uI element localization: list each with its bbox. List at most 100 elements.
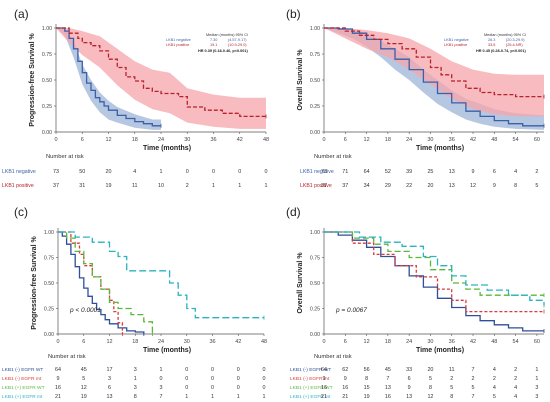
x-tick-label: 0 bbox=[322, 137, 325, 143]
risk-row-label: LKB1 (-) EGFR mt bbox=[2, 376, 42, 382]
risk-count: 22 bbox=[406, 183, 412, 189]
x-tick-label: 54 bbox=[513, 339, 519, 345]
risk-count: 1 bbox=[134, 376, 137, 382]
risk-count: 45 bbox=[81, 367, 87, 373]
y-tick-label: 0.00 bbox=[44, 332, 54, 338]
stats-row-ci: (25.4-NR) bbox=[506, 43, 523, 47]
x-tick-label: 30 bbox=[184, 339, 190, 345]
x-tick-label: 48 bbox=[263, 137, 269, 143]
risk-count: 20 bbox=[427, 183, 433, 189]
risk-count: 9 bbox=[344, 376, 347, 382]
x-tick-label: 6 bbox=[344, 137, 347, 143]
km-curve-g4 bbox=[324, 231, 545, 306]
risk-count: 9 bbox=[323, 376, 326, 382]
y-tick-label: 0.75 bbox=[310, 52, 320, 58]
risk-count: 0 bbox=[238, 169, 241, 175]
risk-count: 6 bbox=[408, 376, 411, 382]
risk-row-label: LKB1 (+) EGFR WT bbox=[2, 385, 45, 391]
y-tick-label: 0.75 bbox=[42, 52, 52, 58]
risk-count: 21 bbox=[321, 394, 327, 400]
y-tick-label: 1.00 bbox=[44, 230, 54, 236]
risk-count: 5 bbox=[450, 385, 453, 391]
stats-row-label: LKB1 positive bbox=[166, 43, 189, 47]
risk-count: 17 bbox=[107, 367, 113, 373]
risk-count: 16 bbox=[55, 385, 61, 391]
risk-count: 13 bbox=[107, 394, 113, 400]
risk-count: 0 bbox=[160, 376, 163, 382]
stats-row-median: 19.1 bbox=[210, 43, 217, 47]
risk-count: 1 bbox=[265, 183, 268, 189]
y-axis-title: Progression-free Survival % bbox=[29, 33, 36, 127]
risk-row-label: LKB1 positive bbox=[2, 183, 34, 189]
x-tick-label: 60 bbox=[534, 339, 540, 345]
y-tick-label: 0.00 bbox=[42, 130, 52, 136]
risk-count: 25 bbox=[427, 169, 433, 175]
x-tick-label: 30 bbox=[427, 339, 433, 345]
risk-count: 19 bbox=[364, 394, 370, 400]
risk-count: 12 bbox=[81, 385, 87, 391]
risk-count: 5 bbox=[82, 376, 85, 382]
x-tick-label: 30 bbox=[184, 137, 190, 143]
x-tick-label: 12 bbox=[106, 339, 112, 345]
y-tick-label: 0.50 bbox=[42, 78, 52, 84]
x-tick-label: 42 bbox=[237, 137, 243, 143]
risk-count: 1 bbox=[211, 394, 214, 400]
risk-count: 7 bbox=[160, 394, 163, 400]
risk-count: 1 bbox=[185, 394, 188, 400]
stats-header: Median (months) 95% CI bbox=[206, 33, 248, 37]
risk-count: 0 bbox=[185, 376, 188, 382]
risk-count: 5 bbox=[535, 183, 538, 189]
y-axis-title: Progression-free Survival % bbox=[31, 236, 38, 330]
km-curve-g3 bbox=[324, 231, 544, 296]
risk-count: 3 bbox=[160, 385, 163, 391]
y-tick-label: 1.00 bbox=[42, 26, 52, 32]
y-tick-label: 0.00 bbox=[310, 130, 320, 136]
ci-band-pos bbox=[56, 28, 266, 129]
y-axis-title: Overall Survival % bbox=[297, 252, 304, 314]
risk-count: 1 bbox=[263, 394, 266, 400]
risk-count: 12 bbox=[427, 394, 433, 400]
risk-row-label: LKB1 (-) EGFR mt bbox=[290, 376, 330, 382]
risk-count: 39 bbox=[406, 169, 412, 175]
y-tick-label: 0.25 bbox=[44, 306, 54, 312]
risk-count: 2 bbox=[472, 376, 475, 382]
km-curve-g4 bbox=[58, 231, 264, 319]
x-tick-label: 42 bbox=[470, 339, 476, 345]
x-tick-label: 24 bbox=[406, 137, 412, 143]
x-tick-label: 12 bbox=[364, 339, 370, 345]
x-tick-label: 24 bbox=[158, 137, 164, 143]
ci-band-pos bbox=[324, 28, 544, 117]
risk-count: 8 bbox=[514, 183, 517, 189]
stats-row-ci: (4.57-9.17) bbox=[228, 38, 247, 42]
stats-header: Median (months) 95% CI bbox=[484, 33, 526, 37]
risk-count: 0 bbox=[185, 367, 188, 373]
y-axis-title: Overall Survival % bbox=[297, 49, 304, 111]
stats-row-median: 33.5 bbox=[488, 43, 495, 47]
x-tick-label: 42 bbox=[470, 137, 476, 143]
risk-count: 33 bbox=[406, 367, 412, 373]
x-tick-label: 48 bbox=[261, 339, 267, 345]
y-tick-label: 0.25 bbox=[310, 306, 320, 312]
km-curve-neg bbox=[56, 27, 161, 127]
risk-count: 0 bbox=[211, 367, 214, 373]
risk-count: 62 bbox=[342, 367, 348, 373]
risk-count: 12 bbox=[470, 183, 476, 189]
p-value: p < 0.0001 bbox=[69, 307, 101, 314]
risk-count: 16 bbox=[321, 385, 327, 391]
risk-count: 8 bbox=[365, 376, 368, 382]
risk-count: 4 bbox=[493, 385, 496, 391]
risk-count: 0 bbox=[211, 376, 214, 382]
stats-row-ci: (10.9-29.0) bbox=[228, 43, 247, 47]
risk-count: 1 bbox=[237, 394, 240, 400]
risk-count: 34 bbox=[364, 183, 370, 189]
risk-table-title: Number at risk bbox=[314, 354, 352, 360]
risk-count: 0 bbox=[185, 385, 188, 391]
stats-row-median: 7.30 bbox=[210, 38, 217, 42]
risk-row-label: LKB1 (-) EGFR WT bbox=[2, 367, 43, 373]
panel-d: (d)0.000.250.500.751.000 6 12 18 24 30 36 42 48 5… bbox=[286, 205, 545, 400]
x-tick-label: 36 bbox=[209, 339, 215, 345]
risk-count: 7 bbox=[472, 394, 475, 400]
risk-count: 37 bbox=[321, 183, 327, 189]
risk-count: 4 bbox=[514, 169, 517, 175]
